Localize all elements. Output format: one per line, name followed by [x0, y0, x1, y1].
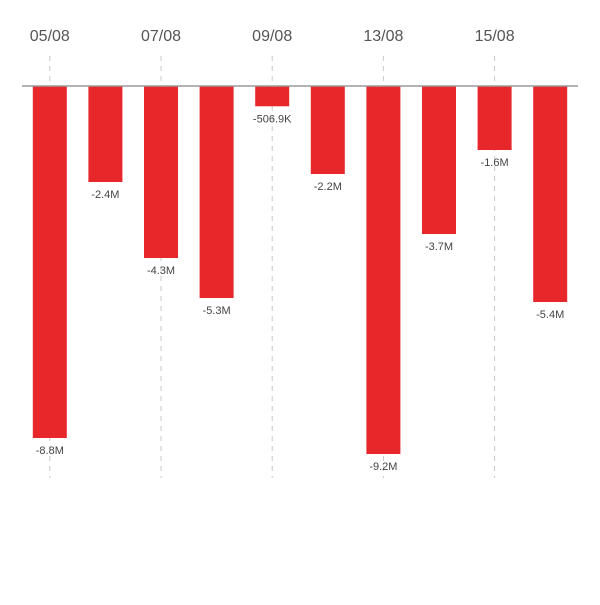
- bar-value-label: -9.2M: [369, 461, 397, 473]
- bar-12-08[interactable]: [310, 86, 345, 174]
- bar-16-08[interactable]: [533, 86, 568, 302]
- bar-value-label: -3.7M: [425, 241, 453, 253]
- bar-14-08[interactable]: [422, 86, 456, 234]
- bar-09-08[interactable]: [255, 86, 290, 107]
- x-tick-label: 15/08: [475, 28, 515, 45]
- bar-value-label: -5.3M: [203, 305, 231, 317]
- x-tick-label: 13/08: [363, 28, 403, 45]
- x-tick-label: 09/08: [252, 28, 292, 45]
- bar-15-08[interactable]: [477, 86, 512, 150]
- bar-05-08[interactable]: [32, 86, 67, 438]
- bar-value-label: -2.2M: [314, 181, 342, 193]
- bar-value-labels: -8.8M -2.4M -4.3M -5.3M -506.9K -2.2M -9.2M -3.…: [36, 113, 565, 473]
- x-tick-label: 05/08: [30, 28, 70, 45]
- bar-08-08[interactable]: [199, 86, 234, 298]
- bar-07-08[interactable]: [144, 86, 178, 258]
- bar-value-label: -1.6M: [481, 157, 509, 169]
- bar-value-label: -2.4M: [91, 189, 119, 201]
- x-axis-tick-labels: 05/08 07/08 09/08 13/08 15/08: [30, 28, 515, 45]
- bars: [32, 86, 568, 454]
- bar-value-label: -4.3M: [147, 265, 175, 277]
- bar-value-label: -8.8M: [36, 445, 64, 457]
- x-tick-label: 07/08: [141, 28, 181, 45]
- bar-value-label: -5.4M: [536, 309, 564, 321]
- bar-06-08[interactable]: [88, 86, 123, 182]
- bar-value-label: -506.9K: [253, 113, 292, 125]
- bar-13-08[interactable]: [366, 86, 401, 454]
